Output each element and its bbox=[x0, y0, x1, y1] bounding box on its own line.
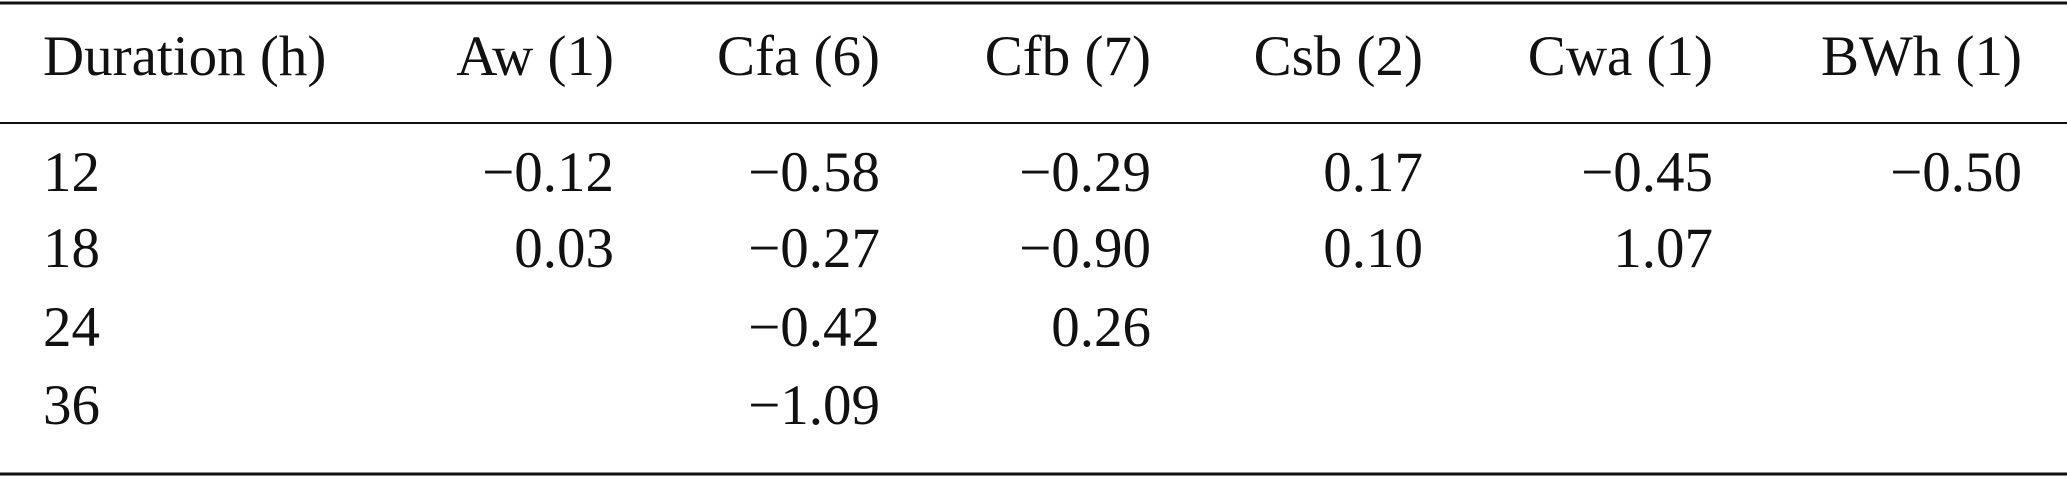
table-cell: 0.10 bbox=[1323, 217, 1423, 280]
row-label: 24 bbox=[43, 296, 100, 359]
row-label: 36 bbox=[43, 374, 100, 437]
table-cell: −0.29 bbox=[1019, 141, 1151, 204]
table-cell: 1.07 bbox=[1613, 217, 1713, 280]
table-cell: −0.12 bbox=[482, 141, 614, 204]
table-cell: −0.50 bbox=[1890, 141, 2022, 204]
header-cell: Aw (1) bbox=[456, 25, 614, 88]
table-cell: −0.58 bbox=[748, 141, 880, 204]
row-label: 18 bbox=[43, 217, 100, 280]
table-cell: 0.03 bbox=[514, 217, 614, 280]
table-cell: −0.27 bbox=[748, 217, 880, 280]
header-cell: BWh (1) bbox=[1821, 25, 2022, 88]
table-cell: −0.90 bbox=[1019, 217, 1151, 280]
header-cell: Cfb (7) bbox=[985, 25, 1151, 88]
header-cell: Cfa (6) bbox=[717, 25, 880, 88]
header-cell: Duration (h) bbox=[43, 25, 326, 88]
table-cell: 0.26 bbox=[1051, 296, 1151, 359]
table-cell: −0.42 bbox=[748, 296, 880, 359]
table-cell: −1.09 bbox=[748, 374, 880, 437]
row-label: 12 bbox=[43, 141, 100, 204]
header-cell: Csb (2) bbox=[1254, 25, 1423, 88]
table-cell: 0.17 bbox=[1323, 141, 1423, 204]
header-cell: Cwa (1) bbox=[1528, 25, 1713, 88]
table-cell: −0.45 bbox=[1581, 141, 1713, 204]
